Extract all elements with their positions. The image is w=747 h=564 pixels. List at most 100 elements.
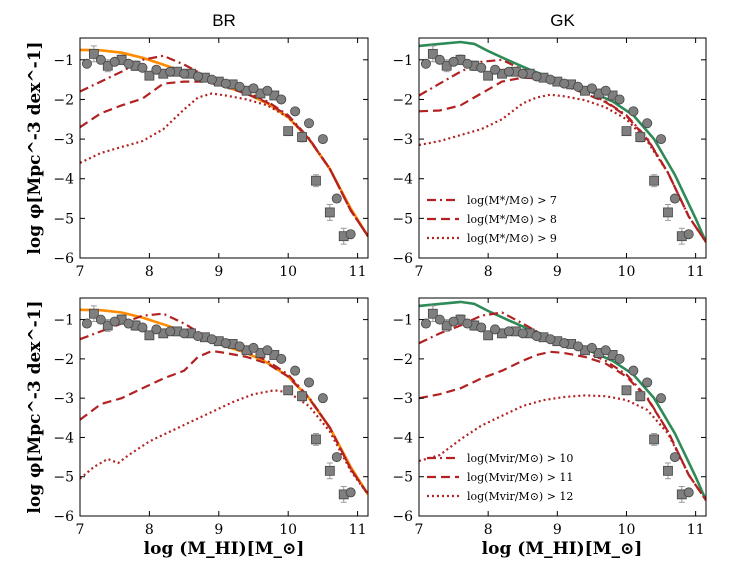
y-axis-label-bottom: log φ[Mpc^-3 dex^-1] [25,300,45,513]
data-point-circle [573,341,584,352]
y-tick-label: −1 [392,53,413,69]
axes-frame [418,37,707,259]
data-point-circle [656,134,667,145]
data-point-circle [656,393,667,404]
x-axis-label-left: log (M_HI)[M_⊙] [144,539,305,559]
data-point-circle [531,71,542,82]
legend-label: log(M*/M⊙) > 7 [467,194,557,207]
data-point-circle [317,134,328,145]
y-tick-label: −5 [53,211,74,227]
data-point-circle [448,316,459,327]
data-point-circle [462,318,473,329]
data-point-circle [331,452,342,463]
data-point-square [649,434,660,445]
plot-area [80,305,368,503]
data-point-circle [262,85,273,96]
y-tick-label: −1 [53,53,74,69]
data-point-circle [345,229,356,240]
data-point-circle [151,324,162,335]
data-point-circle [109,316,120,327]
data-point-circle [434,54,445,65]
data-point-circle [683,487,694,498]
data-point-circle [234,81,245,92]
x-tick-label: 8 [484,522,493,538]
data-point-circle [276,94,287,105]
data-point-circle [503,326,514,337]
plot-area [419,40,706,245]
data-point-square [427,308,438,319]
data-point-circle [317,393,328,404]
data-point-circle [220,338,231,349]
data-point-circle [192,331,203,342]
data-point-square [283,126,294,137]
series-line-dotted [419,394,706,501]
y-tick-label: −3 [392,132,413,148]
y-tick-label: −1 [53,313,74,329]
data-point-circle [165,326,176,337]
y-tick-label: −5 [392,211,413,227]
data-point-circle [165,66,176,77]
data-point-circle [531,331,542,342]
y-tick-label: −5 [53,470,74,486]
legend: log(M*/M⊙) > 7 log(M*/M⊙) > 8 log(M*/M⊙) >… [427,194,557,245]
y-tick-label: −4 [53,430,74,446]
data-point-circle [517,328,528,339]
data-point-circle [81,58,92,69]
legend-label: log(Mvir/M⊙) > 10 [467,452,573,465]
data-point-circle [628,365,639,376]
y-tick-label: −2 [53,352,74,368]
x-tick-label: 11 [349,264,367,280]
data-point-square [427,48,438,59]
data-point-circle [248,342,259,353]
y-tick-label: −2 [392,352,413,368]
x-tick-label: 9 [553,522,562,538]
axes-frame [418,297,707,517]
data-point-circle [262,345,273,356]
data-point-circle [192,71,203,82]
data-point-square [483,330,494,341]
data-point-circle [179,68,190,79]
data-point-circle [642,377,653,388]
plot-area [80,45,368,245]
x-tick-label: 11 [349,522,367,538]
series-line-dotted [80,389,368,496]
data-point-square [88,308,99,319]
data-point-circle [476,322,487,333]
series-line-dashed [419,350,706,501]
data-point-circle [559,338,570,349]
y-tick-label: −1 [392,313,413,329]
data-point-square [663,465,673,476]
x-tick-label: 10 [618,522,636,538]
series-line-dotted [419,93,706,243]
data-point-circle [683,229,694,240]
legend-label: log(Mvir/M⊙) > 11 [467,471,573,484]
x-tick-label: 7 [76,264,85,280]
data-point-circle [304,118,315,129]
data-point-square [635,132,646,142]
data-point-circle [95,314,106,325]
data-point-circle [137,62,148,73]
x-tick-label: 7 [76,522,85,538]
data-point-circle [600,345,611,356]
data-point-circle [206,74,217,85]
x-tick-label: 11 [687,522,705,538]
data-point-square [649,175,660,186]
data-point-square [283,385,294,396]
data-point-circle [109,56,120,67]
y-tick-label: −5 [392,470,413,486]
x-tick-label: 8 [145,264,154,280]
y-tick-label: −6 [392,251,413,267]
x-tick-label: 10 [618,264,636,280]
data-point-circle [600,85,611,96]
data-point-circle [345,487,356,498]
x-tick-label: 11 [687,264,705,280]
data-point-circle [448,56,459,67]
legend-label: log(M*/M⊙) > 8 [467,213,557,226]
data-point-circle [586,342,597,353]
x-axis-label-right: log (M_HI)[M_⊙] [482,539,643,559]
data-point-circle [559,78,570,89]
data-point-square [663,207,673,218]
x-tick-label: 8 [145,522,154,538]
data-point-circle [614,353,625,364]
